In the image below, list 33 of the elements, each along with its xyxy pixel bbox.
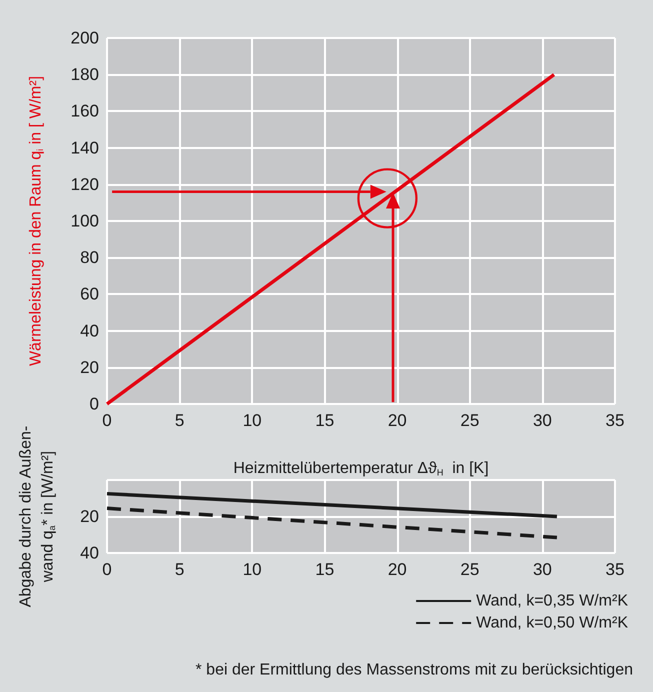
x-tick-label: 30 bbox=[532, 411, 552, 430]
x-tick-label: 15 bbox=[315, 411, 334, 430]
y-tick-label: 200 bbox=[70, 28, 99, 48]
x-tick-label: 15 bbox=[315, 560, 334, 579]
x-tick-label: 30 bbox=[532, 560, 552, 579]
x-tick-label: 0 bbox=[102, 411, 112, 430]
x-tick-label: 35 bbox=[606, 560, 624, 579]
y-axis-title: Wärmeleistung in den Raum qi in [ W/m²] bbox=[28, 76, 45, 366]
x-tick-label: 35 bbox=[606, 411, 624, 430]
x-tick-label: 0 bbox=[102, 560, 112, 579]
x-tick-label: 10 bbox=[242, 411, 262, 430]
y-tick-label: 20 bbox=[80, 507, 99, 526]
y-tick-label: 100 bbox=[70, 212, 99, 230]
y-tick-label: 40 bbox=[80, 544, 99, 562]
y-tick-label: 180 bbox=[70, 65, 99, 84]
y-tick-label: 60 bbox=[80, 284, 99, 304]
x-tick-label: 25 bbox=[460, 411, 480, 430]
x-tick-label: 25 bbox=[460, 560, 480, 579]
x-tick-label: 20 bbox=[388, 560, 407, 579]
x-tick-label: 20 bbox=[388, 411, 407, 430]
y-tick-label: 120 bbox=[70, 174, 99, 194]
y-tick-label: 140 bbox=[70, 138, 99, 158]
y-tick-label: 20 bbox=[80, 358, 99, 377]
legend-label: Wand, k=0,50 W/m²K bbox=[476, 614, 628, 632]
text: * bei der Ermittlung des Massenstroms mit zu berücksichtigen bbox=[195, 662, 634, 678]
x-tick-label: 10 bbox=[242, 560, 262, 579]
legend-label: Wand, k=0,35 W/m²K bbox=[476, 592, 628, 610]
y-tick-label: 40 bbox=[80, 321, 99, 340]
x-tick-label: 5 bbox=[174, 560, 184, 579]
y-tick-label: 0 bbox=[90, 394, 99, 414]
y-tick-label: 80 bbox=[80, 248, 99, 268]
y-tick-label: 160 bbox=[70, 102, 99, 121]
x-tick-label: 5 bbox=[174, 411, 184, 430]
